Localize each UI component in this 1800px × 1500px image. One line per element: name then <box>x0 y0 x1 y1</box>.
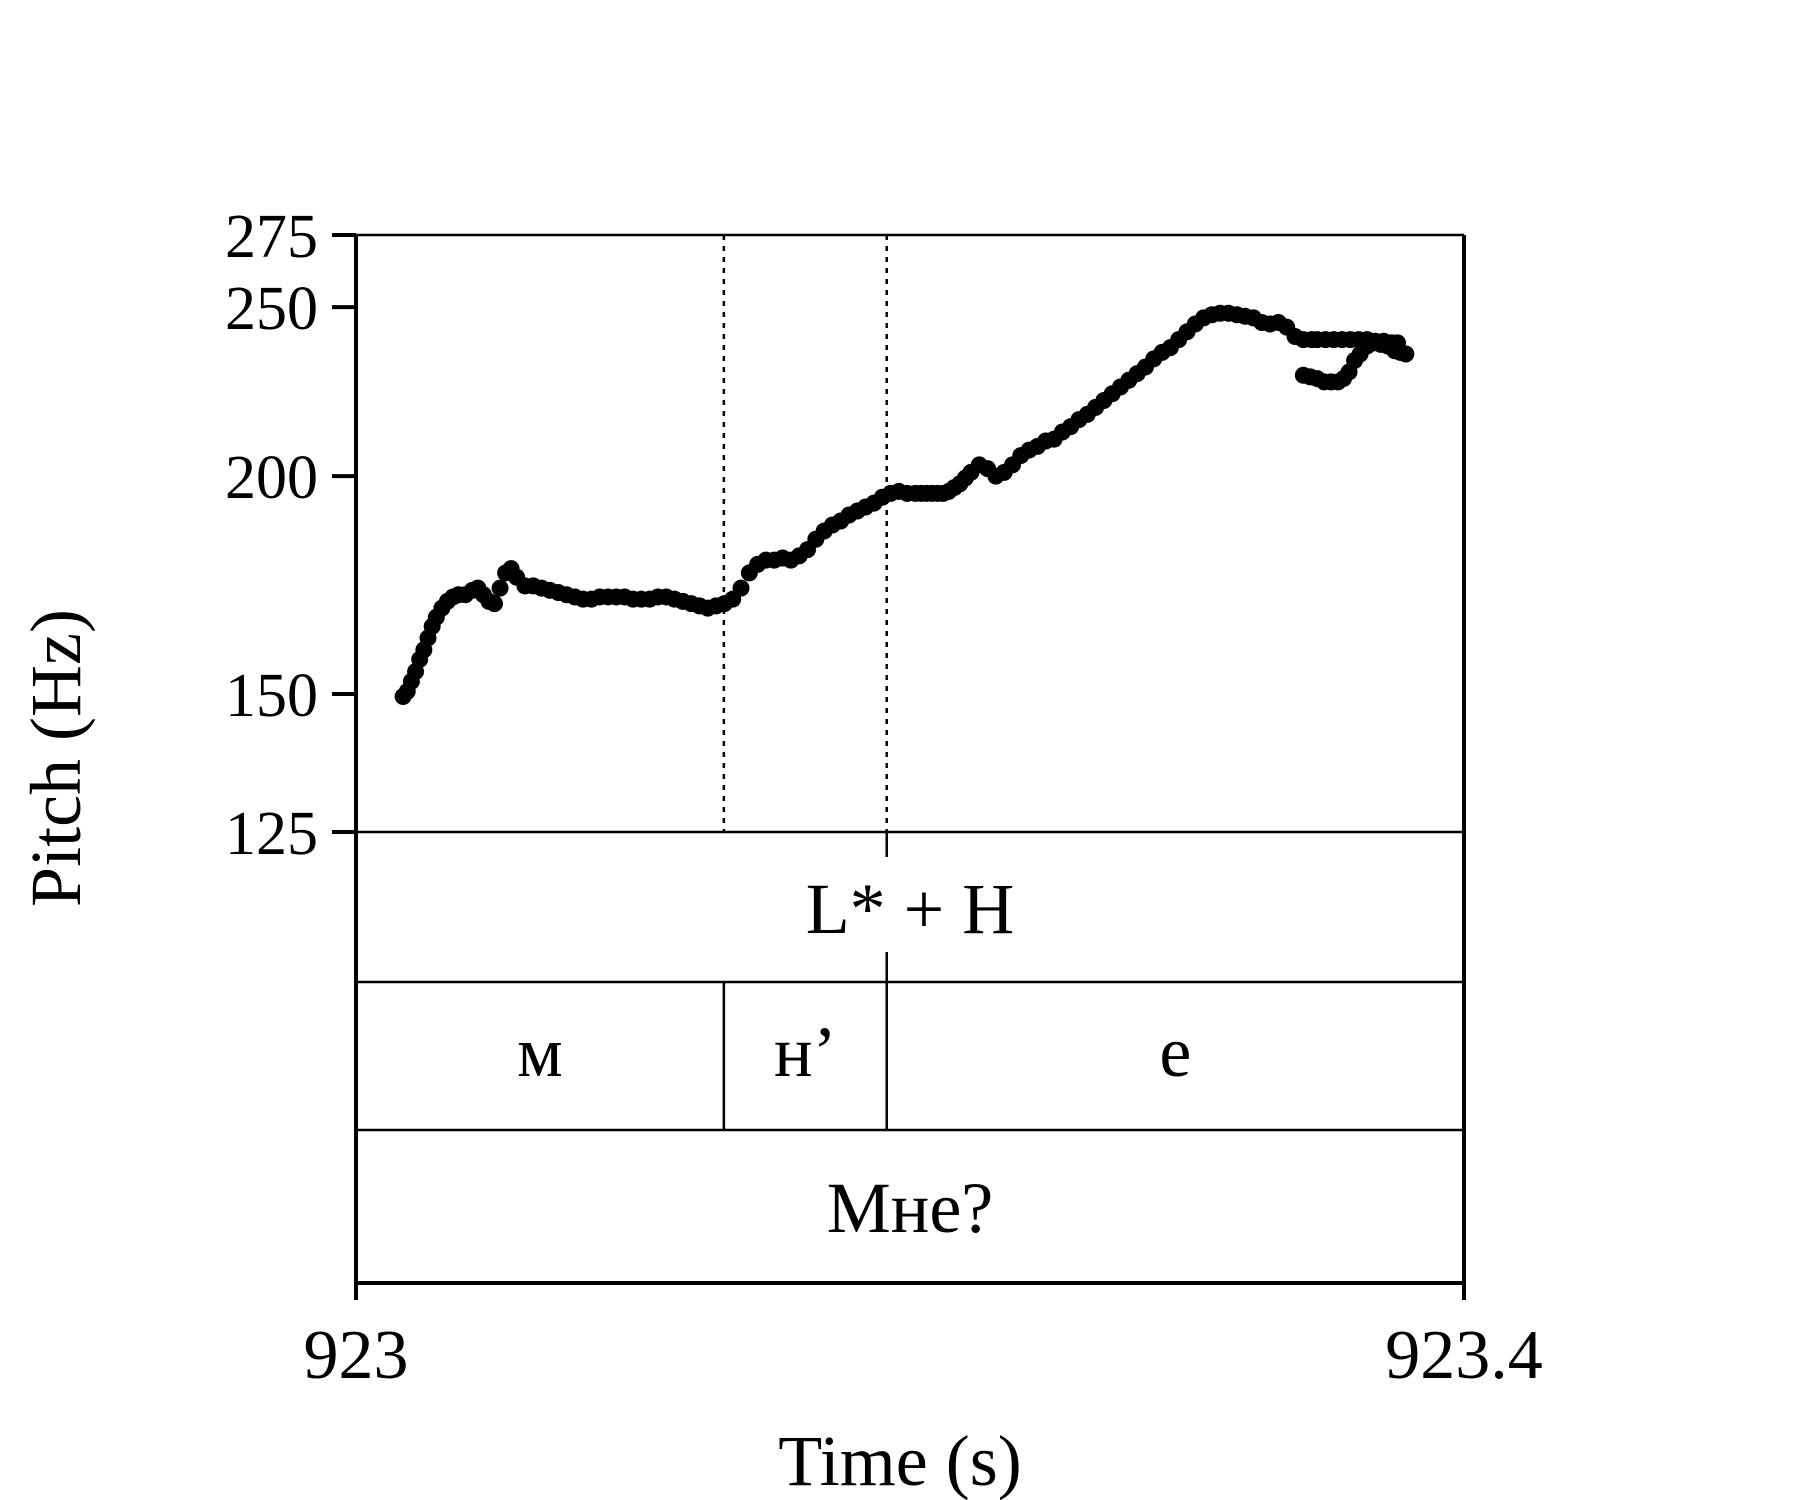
word-label: Мне? <box>827 1168 993 1248</box>
segment-tier: м н’ е <box>517 982 1191 1130</box>
pitch-point <box>732 579 750 597</box>
x-axis-title: Time (s) <box>778 1421 1021 1500</box>
segment-label: м <box>517 1012 563 1092</box>
pitch-point <box>1397 345 1415 363</box>
y-tick-label: 200 <box>225 444 318 512</box>
y-axis-title: Pitch (Hz) <box>16 609 96 907</box>
pitch-point <box>486 595 503 613</box>
x-ticks: 923 923.4 <box>304 1271 1543 1394</box>
x-axis: 923 923.4 <box>304 1271 1543 1394</box>
boundary-lines <box>722 235 888 832</box>
y-tick-label: 275 <box>225 203 318 271</box>
pitch-plot <box>394 235 1415 832</box>
y-tick-label: 125 <box>225 800 318 868</box>
x-tick-label: 923 <box>304 1317 409 1394</box>
y-tick-label: 150 <box>225 662 318 730</box>
segment-label: е <box>1159 1012 1191 1092</box>
pitch-point <box>491 579 509 597</box>
x-tick-label: 923.4 <box>1385 1317 1543 1394</box>
tone-label: L* + H <box>806 869 1015 949</box>
segment-label: н’ <box>774 1012 837 1092</box>
pitch-points <box>394 304 1415 705</box>
annotation-tiers: L* + H м н’ е Мне? <box>354 832 1464 1283</box>
y-tick-label: 250 <box>225 275 318 343</box>
